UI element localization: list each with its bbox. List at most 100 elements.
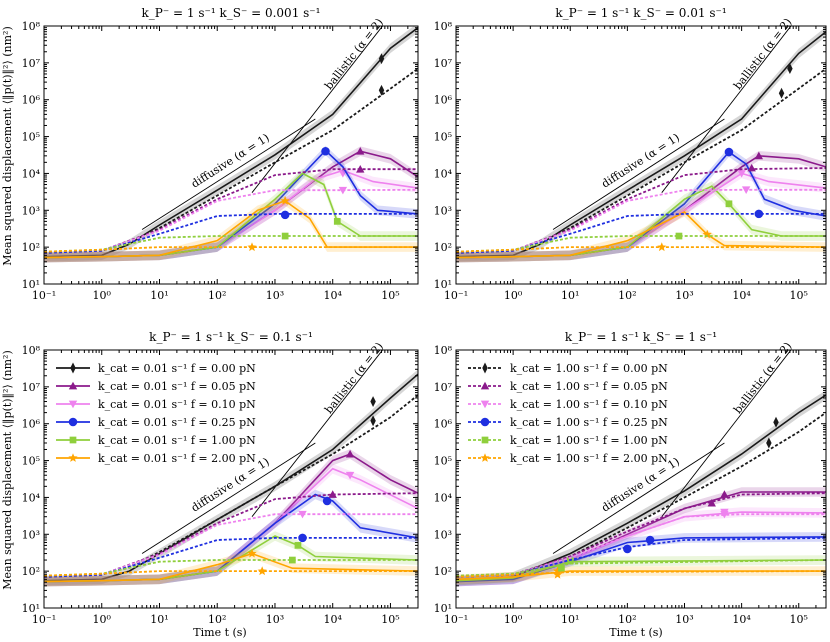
x-tick-label: 10⁻¹	[32, 289, 56, 302]
guide-label-ballistic: ballistic (α = 2)	[731, 16, 794, 92]
series-12	[456, 242, 826, 253]
series-12	[456, 569, 826, 579]
series-marker	[247, 242, 257, 252]
series-marker	[288, 556, 296, 564]
series-marker	[280, 196, 290, 205]
legend-marker	[68, 453, 78, 462]
plot-frame	[455, 25, 827, 285]
series-band	[456, 555, 826, 586]
series-6	[456, 207, 826, 263]
series-1	[456, 26, 826, 262]
legend-label: k_cat = 0.01 s⁻¹ f = 2.00 pN	[98, 452, 256, 465]
y-tick-label: 10¹	[22, 278, 40, 291]
series-6	[44, 548, 418, 587]
series-10	[44, 210, 418, 254]
series-marker	[321, 146, 330, 156]
series-marker	[294, 542, 302, 549]
series-11	[44, 232, 418, 253]
series-band	[456, 168, 826, 263]
series-marker	[720, 490, 729, 498]
series-12	[44, 242, 418, 253]
series-marker	[702, 229, 712, 239]
x-tick-label: 10⁵	[381, 613, 399, 626]
series-marker	[281, 232, 289, 240]
y-tick-label: 10⁷	[434, 381, 453, 394]
series-marker	[720, 510, 729, 519]
y-tick-label: 10⁴	[434, 167, 453, 180]
y-tick-label: 10⁴	[434, 491, 453, 504]
series-marker	[322, 496, 332, 506]
y-tick-label: 10²	[22, 241, 40, 254]
legend-label: k_cat = 1.00 s⁻¹ f = 2.00 pN	[510, 452, 668, 465]
x-tick-label: 10⁴	[323, 613, 342, 626]
series-line	[456, 559, 826, 577]
plot-area	[44, 350, 418, 587]
series-marker	[657, 242, 667, 252]
series-marker	[345, 449, 355, 458]
series-marker	[356, 165, 365, 173]
series-marker	[333, 218, 341, 225]
series-band	[44, 489, 418, 587]
series-line	[456, 211, 826, 259]
series-marker	[558, 564, 565, 572]
y-axis-label-bottom: Mean squared displacement ⟨‖p(t)‖²⟩ (nm²…	[1, 350, 15, 590]
series-line	[456, 570, 826, 578]
x-tick-label: 10³	[675, 613, 693, 626]
legend-label: k_cat = 0.01 s⁻¹ f = 0.05 pN	[98, 380, 256, 393]
legend-label: k_cat = 1.00 s⁻¹ f = 0.10 pN	[510, 398, 668, 411]
series-marker	[338, 170, 348, 178]
series-line	[456, 31, 826, 258]
series-marker	[328, 490, 337, 498]
legend-marker	[70, 362, 76, 374]
series-band	[44, 145, 418, 263]
series-10	[456, 209, 826, 254]
series-band	[456, 207, 826, 263]
series-marker	[247, 548, 257, 558]
x-tick-label: 10⁴	[732, 289, 751, 302]
series-band	[456, 151, 826, 263]
y-axis-label-top: Mean squared displacement ⟨‖p(t)‖²⟩ (nm²…	[1, 26, 15, 266]
guide-line-diffusive	[141, 118, 316, 230]
x-tick-label: 10⁻¹	[444, 289, 468, 302]
series-marker	[754, 209, 764, 219]
legend-label: k_cat = 1.00 s⁻¹ f = 0.00 pN	[510, 362, 668, 375]
series-1	[44, 26, 418, 262]
series-marker	[778, 87, 785, 99]
x-tick-label: 10⁰	[93, 289, 112, 302]
x-tick-label: 10¹	[150, 289, 168, 302]
series-band	[44, 168, 418, 263]
series-marker	[773, 416, 779, 428]
series-band	[44, 548, 418, 587]
x-tick-label: 10²	[208, 613, 226, 626]
x-tick-label: 10⁰	[504, 613, 523, 626]
y-tick-label: 10⁵	[434, 455, 452, 468]
series-line	[456, 246, 826, 253]
series-marker	[257, 566, 267, 576]
y-tick-label: 10⁶	[434, 418, 453, 431]
series-line	[44, 200, 418, 259]
guide-label-ballistic: ballistic (α = 2)	[322, 16, 386, 92]
series-marker	[298, 510, 307, 519]
legend-marker	[480, 417, 490, 427]
y-tick-label: 10⁷	[434, 57, 453, 70]
x-axis-label-left: Time t (s)	[193, 626, 246, 639]
y-tick-label: 10⁸	[434, 20, 453, 33]
series-12	[44, 566, 418, 577]
series-band	[44, 196, 418, 263]
series-marker	[370, 415, 376, 427]
legend-marker	[482, 362, 488, 374]
series-line	[456, 235, 826, 253]
series-band	[44, 165, 418, 263]
series-10	[44, 533, 418, 578]
x-tick-label: 10⁻¹	[32, 613, 56, 626]
series-band	[44, 531, 418, 587]
series-marker	[747, 163, 756, 172]
series-marker	[553, 569, 563, 579]
plot-frame	[43, 349, 419, 609]
y-tick-label: 10³	[434, 204, 452, 217]
chart-title: k_P⁻ = 1 s⁻¹ k_S⁻ = 1 s⁻¹	[565, 330, 717, 344]
series-line	[44, 27, 418, 258]
